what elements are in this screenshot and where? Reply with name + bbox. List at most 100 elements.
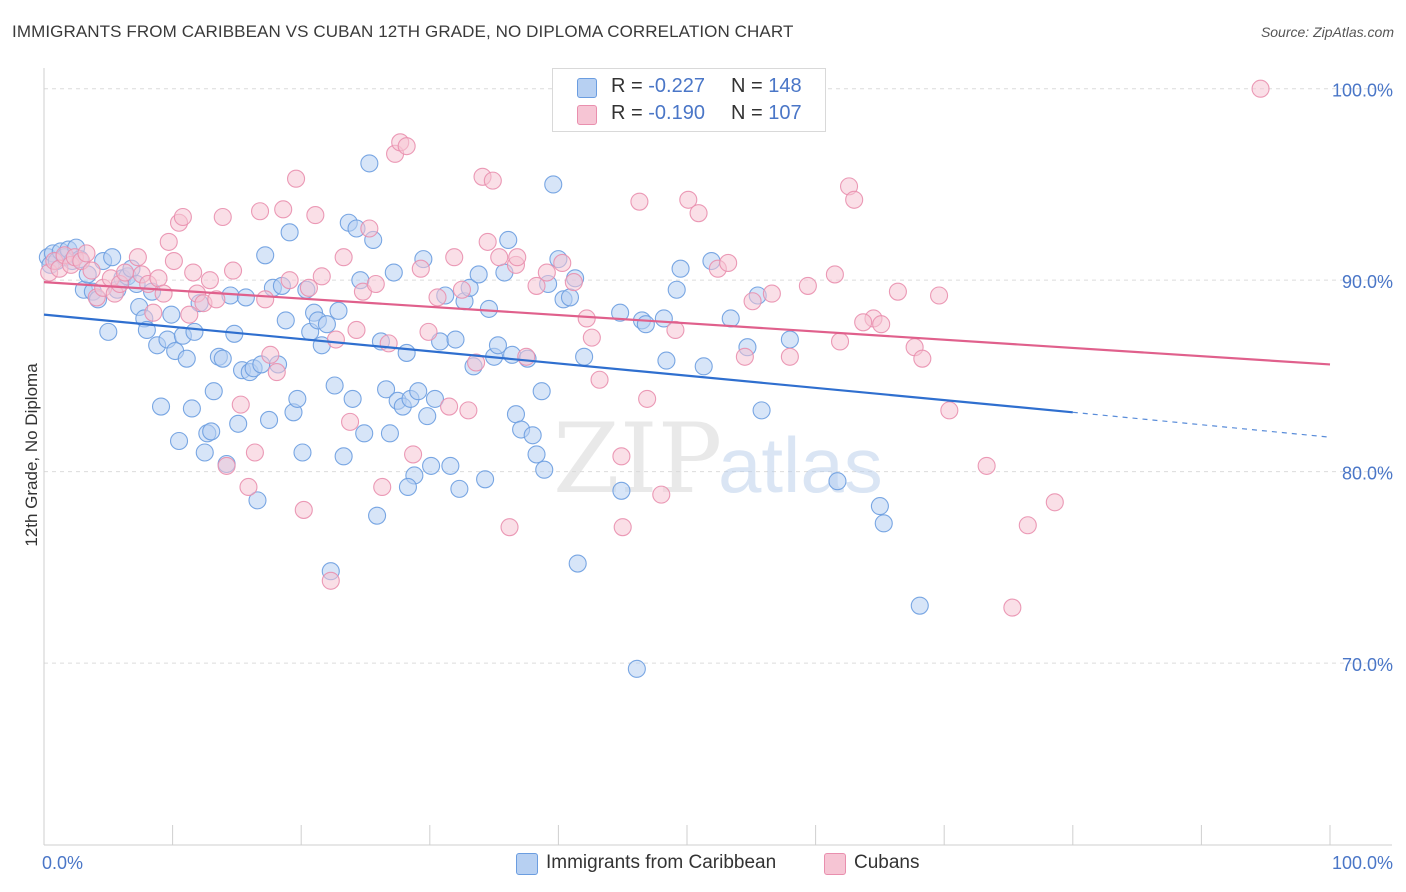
data-point — [418, 407, 437, 426]
data-point — [1003, 598, 1022, 617]
data-point — [173, 207, 192, 227]
data-point — [280, 223, 299, 242]
data-point — [409, 382, 428, 401]
data-point — [517, 347, 536, 366]
data-point — [422, 456, 441, 475]
data-point — [321, 571, 340, 590]
legend-n-cubans: N = 107 — [731, 102, 802, 124]
data-point — [445, 248, 464, 267]
y-tick-label: 100.0% — [1332, 81, 1393, 101]
data-point — [872, 315, 891, 334]
data-point — [508, 248, 527, 267]
data-point — [721, 309, 740, 328]
data-point — [259, 410, 279, 430]
data-point — [164, 251, 183, 271]
data-point — [523, 426, 542, 445]
data-point — [845, 190, 864, 209]
data-point — [527, 276, 546, 295]
data-point — [404, 445, 423, 464]
data-point — [373, 477, 392, 497]
data-point — [162, 305, 181, 324]
trend-line — [43, 280, 1331, 366]
legend-swatch-caribbean — [577, 78, 597, 98]
data-point — [317, 315, 336, 334]
y-axis-title: 12th Grade, No Diploma — [22, 363, 41, 547]
data-point — [499, 230, 518, 250]
legend-r-caribbean: R = -0.227 — [611, 75, 705, 97]
data-point — [144, 303, 163, 322]
data-point — [459, 401, 478, 420]
data-point — [488, 336, 508, 355]
data-point — [398, 477, 417, 497]
y-tick-label: 70.0% — [1342, 655, 1393, 675]
data-point — [397, 137, 416, 156]
data-point — [213, 207, 232, 227]
data-point — [478, 232, 497, 251]
data-point — [694, 357, 713, 376]
data-point — [185, 322, 204, 341]
data-point — [467, 353, 486, 372]
data-point — [476, 470, 495, 489]
data-point — [115, 263, 135, 282]
data-point — [334, 447, 353, 466]
data-point — [419, 322, 438, 341]
data-point — [428, 288, 447, 307]
data-point — [397, 343, 416, 362]
data-point — [312, 267, 331, 286]
data-point — [288, 389, 307, 408]
data-point — [411, 259, 430, 278]
data-point — [657, 351, 676, 370]
data-point — [611, 303, 630, 322]
y-tick-label: 80.0% — [1342, 464, 1393, 484]
watermark-zip: ZIP — [553, 403, 722, 515]
data-point — [149, 269, 168, 288]
data-point — [544, 175, 563, 194]
data-point — [207, 290, 226, 309]
data-point — [217, 456, 236, 475]
chart-title: IMMIGRANTS FROM CARIBBEAN VS CUBAN 12TH … — [12, 22, 794, 41]
series-caribbean-points — [38, 79, 929, 678]
legend-r-cubans: R = -0.190 — [611, 102, 705, 124]
data-point — [830, 332, 850, 351]
watermark-atlas: atlas — [718, 421, 883, 509]
data-point — [627, 659, 646, 678]
trend-line-extension — [1072, 411, 1331, 438]
data-point — [638, 389, 657, 408]
data-point — [666, 320, 685, 340]
data-point — [798, 276, 817, 295]
data-point — [930, 286, 949, 305]
data-point — [854, 313, 873, 332]
data-point — [154, 284, 173, 303]
data-point — [379, 334, 398, 353]
correlation-legend: R = -0.227 N = 148 R = -0.190 N = 107 — [552, 68, 826, 132]
data-point — [825, 265, 844, 284]
data-point — [169, 431, 189, 451]
data-point — [575, 347, 594, 366]
data-point — [780, 330, 799, 349]
data-point — [479, 299, 499, 318]
data-point — [99, 322, 118, 341]
data-point — [719, 253, 738, 273]
data-point — [667, 280, 686, 299]
data-point — [612, 447, 631, 466]
data-point — [343, 389, 362, 408]
trend-lines — [43, 280, 1331, 438]
data-point — [239, 477, 258, 497]
data-point — [1018, 516, 1037, 535]
data-point — [280, 271, 299, 290]
data-point — [377, 380, 396, 399]
data-point — [256, 246, 275, 265]
data-point — [245, 443, 264, 462]
data-point — [469, 265, 488, 284]
data-point — [151, 397, 171, 416]
data-point — [329, 301, 348, 320]
data-point — [182, 399, 201, 418]
data-point — [440, 397, 459, 416]
data-point — [231, 395, 250, 414]
data-point — [180, 305, 199, 324]
legend-swatch-cubans — [577, 105, 597, 125]
data-point — [870, 497, 889, 516]
series-cubans-points — [40, 79, 1270, 617]
data-point — [77, 244, 96, 263]
data-point — [204, 382, 223, 401]
